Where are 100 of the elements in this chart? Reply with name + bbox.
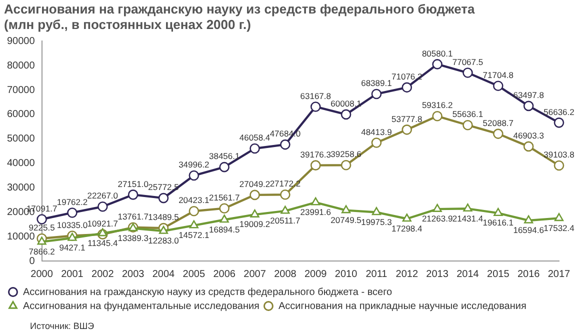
data-label: 68389.1 <box>361 78 392 88</box>
x-tick-label: 2002 <box>92 268 114 280</box>
point <box>402 82 412 93</box>
point <box>250 190 260 200</box>
data-label: 17298.4 <box>392 223 423 234</box>
data-label: 9427.1 <box>59 242 86 253</box>
legend-label: Ассигнования на прикладные научные исследования <box>278 300 526 312</box>
y-tick-label: 90000 <box>6 36 36 47</box>
data-label: 52088.7 <box>482 118 514 128</box>
point <box>340 109 352 120</box>
data-label: 16894.5 <box>208 224 240 234</box>
point <box>341 205 351 214</box>
point <box>128 190 138 200</box>
point <box>311 197 320 206</box>
point <box>250 143 260 154</box>
x-tick-label: 2001 <box>61 268 84 280</box>
x-tick-label: 2013 <box>426 268 449 280</box>
y-tick-label: 50000 <box>6 134 36 145</box>
chart-subtitle: (млн руб., в постоянных ценах 2000 г.) <box>4 16 251 32</box>
data-label: 10921.7 <box>87 218 118 228</box>
point <box>463 204 472 212</box>
x-tick-label: 2005 <box>182 268 206 280</box>
data-label: 39258.6 <box>330 149 362 160</box>
point <box>219 203 230 214</box>
x-tick-label: 2003 <box>122 268 145 280</box>
data-label: 19616.1 <box>482 218 514 228</box>
x-tick-label: 2000 <box>30 268 54 280</box>
y-tick-label: 10000 <box>6 231 36 242</box>
point <box>158 192 169 204</box>
point <box>340 160 352 170</box>
x-tick-label: 2012 <box>396 268 418 280</box>
point <box>554 213 564 222</box>
legend-label: Ассигнования на гражданскую науку из средств федерального бюджета - всего <box>23 286 393 298</box>
data-label: 21431.4 <box>452 213 484 224</box>
point <box>432 59 442 70</box>
y-tick-label: 80000 <box>6 60 36 72</box>
data-label: 12283.0 <box>148 236 180 246</box>
point <box>36 214 47 224</box>
data-label: 21561.7 <box>208 192 240 202</box>
y-tick-label: 40000 <box>6 158 36 170</box>
data-label: 27151.0 <box>118 178 149 189</box>
point <box>219 162 230 172</box>
data-label: 71704.8 <box>482 70 514 80</box>
point <box>402 124 412 135</box>
chart-title: Ассигнования на гражданскую науку из средств федерального бюджета <box>4 1 476 16</box>
x-tick-label: 2009 <box>304 268 328 280</box>
data-label: 80580.1 <box>422 48 453 58</box>
data-label: 9225.5 <box>28 222 56 233</box>
data-label: 48413.9 <box>361 126 392 137</box>
data-label: 38456.1 <box>208 151 240 162</box>
point <box>371 138 382 148</box>
data-label: 39103.8 <box>544 150 575 160</box>
data-label: 53777.8 <box>392 114 423 124</box>
point <box>188 206 200 216</box>
data-label: 17532.4 <box>544 222 575 233</box>
x-tick-label: 2008 <box>274 268 297 280</box>
point <box>280 206 290 214</box>
point <box>220 214 229 223</box>
point <box>524 215 534 224</box>
data-label: 13389.3 <box>118 232 149 243</box>
data-label: 23991.6 <box>300 207 332 217</box>
y-tick-label: 70000 <box>6 84 36 96</box>
point <box>462 120 473 130</box>
x-tick-label: 2011 <box>366 268 388 280</box>
point <box>371 88 382 100</box>
point <box>554 118 564 128</box>
point <box>280 139 290 150</box>
data-label: 20511.7 <box>270 216 301 226</box>
y-tick-label: 30000 <box>6 182 36 194</box>
x-tick-label: 2016 <box>517 268 540 280</box>
data-label: 13761.7 <box>118 211 149 222</box>
x-tick-label: 2010 <box>334 268 358 280</box>
data-label: 46903.3 <box>513 130 544 141</box>
data-label: 34996.2 <box>178 160 210 170</box>
data-label: 20749.5 <box>330 214 362 225</box>
data-label: 14572.1 <box>178 230 210 240</box>
data-label: 19762.2 <box>56 196 88 207</box>
point <box>462 68 473 78</box>
data-label: 59316.2 <box>422 100 453 110</box>
data-label: 22267.0 <box>87 190 118 201</box>
y-tick-label: 60000 <box>6 109 36 120</box>
point <box>554 160 564 171</box>
y-tick-label: 0 <box>29 256 36 267</box>
data-label: 7866.2 <box>28 246 56 256</box>
data-label: 56636.2 <box>544 106 575 117</box>
data-label: 19009.2 <box>239 219 270 230</box>
point <box>98 228 108 236</box>
x-tick-label: 2007 <box>244 268 266 280</box>
point <box>523 100 534 112</box>
point <box>402 214 412 222</box>
data-label: 46058.4 <box>239 132 270 143</box>
x-tick-label: 2017 <box>548 268 571 280</box>
point <box>280 189 290 200</box>
point <box>250 209 260 218</box>
data-label: 13489.5 <box>148 212 180 222</box>
data-label: 55636.1 <box>452 109 484 120</box>
point <box>189 220 198 228</box>
data-label: 16594.6 <box>513 225 544 236</box>
x-tick-label: 2004 <box>152 268 176 280</box>
data-label: 10335.0 <box>56 220 88 230</box>
